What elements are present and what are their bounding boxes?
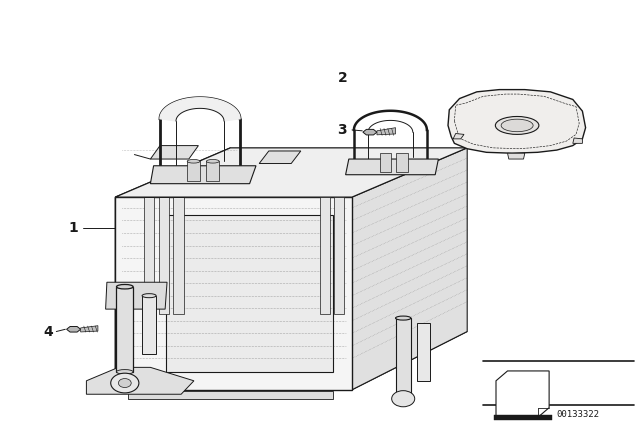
Ellipse shape (495, 116, 539, 134)
Polygon shape (159, 197, 169, 314)
Polygon shape (377, 128, 396, 135)
Polygon shape (259, 151, 301, 164)
Polygon shape (115, 148, 230, 390)
Polygon shape (417, 323, 430, 381)
Polygon shape (166, 215, 333, 372)
Text: 1: 1 (68, 221, 79, 236)
Text: 2: 2 (337, 71, 348, 86)
Ellipse shape (396, 316, 411, 320)
Polygon shape (115, 197, 352, 390)
Polygon shape (106, 282, 167, 309)
Polygon shape (573, 138, 582, 143)
Polygon shape (86, 367, 194, 394)
Polygon shape (142, 296, 156, 354)
Text: 4: 4 (43, 324, 53, 339)
Polygon shape (128, 391, 333, 399)
Circle shape (392, 391, 415, 407)
Text: 00133322: 00133322 (557, 410, 600, 419)
Polygon shape (173, 197, 184, 314)
Polygon shape (81, 326, 98, 332)
Polygon shape (396, 318, 411, 394)
Text: 3: 3 (337, 123, 348, 137)
Ellipse shape (206, 159, 220, 163)
Polygon shape (448, 90, 586, 153)
Polygon shape (144, 197, 154, 314)
Polygon shape (116, 287, 133, 372)
Polygon shape (346, 159, 438, 175)
Polygon shape (67, 327, 81, 332)
Polygon shape (453, 134, 464, 139)
Ellipse shape (116, 284, 133, 289)
Polygon shape (363, 129, 377, 135)
Circle shape (118, 379, 131, 388)
Polygon shape (496, 371, 549, 418)
Polygon shape (115, 332, 467, 390)
Polygon shape (160, 98, 240, 121)
Polygon shape (396, 153, 408, 172)
Polygon shape (187, 161, 200, 181)
Ellipse shape (142, 294, 156, 297)
Polygon shape (150, 146, 198, 159)
Ellipse shape (116, 370, 133, 374)
Polygon shape (508, 153, 525, 159)
Circle shape (111, 373, 139, 393)
Polygon shape (494, 415, 552, 420)
Polygon shape (352, 148, 467, 390)
Polygon shape (380, 153, 391, 172)
Polygon shape (115, 148, 467, 197)
Ellipse shape (501, 119, 533, 132)
Polygon shape (334, 197, 344, 314)
Ellipse shape (187, 159, 200, 163)
Polygon shape (320, 197, 330, 314)
Polygon shape (150, 166, 256, 184)
Polygon shape (206, 161, 219, 181)
